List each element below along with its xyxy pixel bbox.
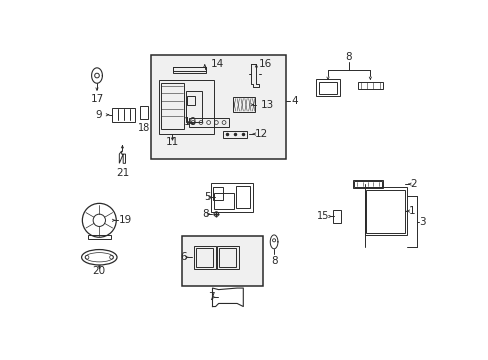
- Bar: [112, 108, 135, 122]
- Bar: [194, 246, 215, 269]
- Text: 7: 7: [208, 292, 214, 302]
- Text: 9: 9: [96, 110, 102, 120]
- Text: 8: 8: [270, 256, 277, 266]
- Bar: [140, 105, 147, 120]
- Text: 16: 16: [258, 59, 271, 69]
- Text: 19: 19: [118, 215, 132, 225]
- Text: 18: 18: [138, 123, 150, 133]
- Bar: [87, 235, 111, 239]
- Text: 5: 5: [204, 192, 210, 202]
- Bar: [185, 91, 202, 122]
- Text: 21: 21: [116, 167, 129, 177]
- Bar: [158, 80, 214, 134]
- Text: 13: 13: [261, 100, 274, 110]
- Bar: [364, 187, 406, 235]
- Bar: [151, 55, 285, 159]
- Bar: [188, 118, 228, 127]
- Bar: [161, 83, 183, 130]
- Bar: [196, 248, 213, 266]
- Text: 2: 2: [409, 179, 416, 189]
- Bar: [213, 187, 222, 199]
- Text: 8: 8: [345, 52, 351, 62]
- Bar: [222, 131, 246, 138]
- Bar: [366, 189, 404, 233]
- Bar: [173, 67, 205, 71]
- Bar: [333, 210, 341, 223]
- Bar: [233, 97, 254, 112]
- Text: 3: 3: [418, 217, 425, 227]
- Bar: [353, 181, 381, 187]
- Bar: [357, 82, 382, 89]
- Bar: [318, 82, 337, 94]
- Text: 4: 4: [291, 96, 298, 106]
- Bar: [316, 80, 339, 96]
- Text: 17: 17: [90, 94, 103, 104]
- Text: 11: 11: [165, 137, 179, 147]
- Bar: [214, 193, 233, 209]
- Text: 8: 8: [202, 209, 208, 219]
- Bar: [173, 67, 205, 73]
- Bar: [219, 248, 236, 266]
- Text: 14: 14: [210, 59, 224, 69]
- Bar: [210, 183, 252, 212]
- Bar: [182, 236, 262, 286]
- Bar: [217, 246, 238, 269]
- Text: 12: 12: [254, 129, 267, 139]
- Text: 15: 15: [317, 211, 329, 221]
- Text: 1: 1: [408, 206, 415, 216]
- Text: 6: 6: [180, 252, 187, 262]
- Text: 20: 20: [93, 266, 106, 276]
- Text: 10: 10: [183, 117, 197, 127]
- Bar: [236, 186, 250, 208]
- Bar: [187, 95, 194, 105]
- Bar: [352, 180, 383, 188]
